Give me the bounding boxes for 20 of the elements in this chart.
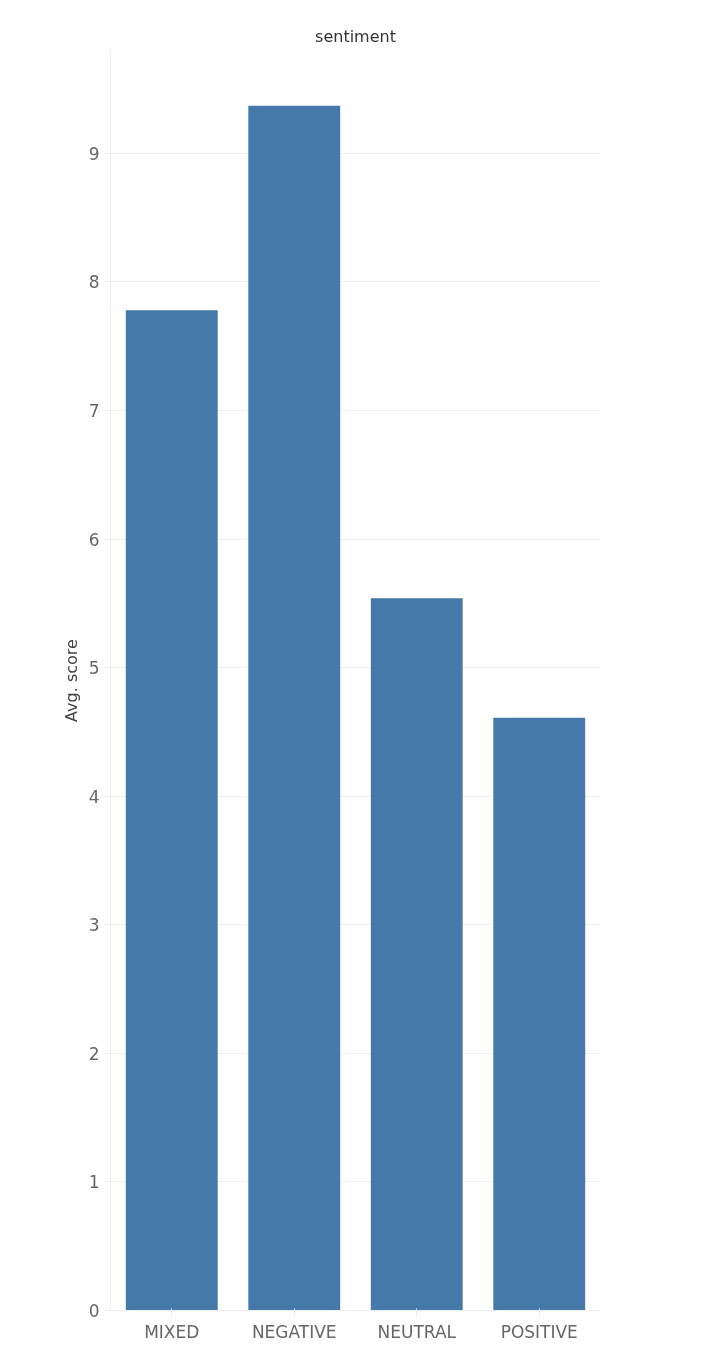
chart-title: sentiment bbox=[315, 26, 396, 46]
x-tick-label: NEUTRAL bbox=[377, 1321, 457, 1342]
x-tick-label: NEGATIVE bbox=[251, 1321, 337, 1342]
y-tick-label: 8 bbox=[88, 272, 100, 293]
y-tick-label: 0 bbox=[88, 1301, 100, 1321]
bar bbox=[125, 310, 218, 1311]
bar bbox=[248, 105, 341, 1311]
y-tick-label: 3 bbox=[88, 915, 100, 936]
x-tick-label: POSITIVE bbox=[500, 1321, 578, 1342]
y-tick-label: 5 bbox=[88, 658, 100, 679]
bar bbox=[493, 717, 586, 1311]
bar bbox=[370, 598, 463, 1311]
y-axis-title: Avg. score bbox=[61, 639, 81, 722]
y-tick-label: 6 bbox=[88, 529, 100, 550]
y-tick-label: 7 bbox=[88, 401, 100, 421]
y-tick-label: 1 bbox=[88, 1172, 100, 1193]
y-tick-label: 9 bbox=[88, 143, 100, 164]
y-tick-label: 4 bbox=[88, 786, 100, 807]
x-tick-label: MIXED bbox=[144, 1321, 200, 1342]
y-tick-label: 2 bbox=[88, 1043, 100, 1064]
